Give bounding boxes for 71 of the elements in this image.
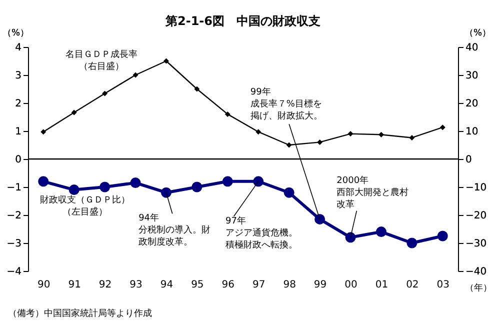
y-tick-label: −2 (6, 210, 22, 222)
annotation: 94年分税制の導入。財政制度改革。 (138, 212, 211, 248)
point (132, 72, 138, 78)
point (130, 178, 141, 188)
x-tick-label: 93 (130, 280, 142, 290)
y-tick-label: 4 (15, 42, 22, 54)
y-tick-label: 2 (15, 98, 22, 110)
x-axis-title: （年） (465, 282, 492, 294)
y2-tick-label: −10 (466, 182, 487, 194)
y-tick-label: −3 (6, 238, 22, 250)
y2-tick-label: 20 (466, 98, 478, 110)
point (286, 142, 292, 148)
point (100, 182, 110, 192)
x-tick-label: 91 (68, 280, 81, 290)
y2-tick-label: −20 (466, 210, 487, 222)
y2-tick-label: −40 (466, 266, 487, 278)
x-tick-label: 94 (160, 280, 174, 290)
point (409, 134, 415, 140)
point (345, 232, 356, 243)
y2-tick-label: 30 (466, 70, 478, 82)
point (222, 176, 233, 187)
x-tick-label: 95 (191, 280, 204, 290)
x-tick-label: 92 (98, 280, 112, 290)
x-tick-label: 01 (375, 280, 388, 290)
point (376, 226, 386, 238)
series-label: 名目ＧＤＰ成長率（右目盛） (66, 48, 138, 72)
point (314, 214, 326, 224)
y2-tick-label: 0 (466, 154, 472, 166)
point (38, 176, 49, 187)
annotation: 2000年西部大開発と農村改革 (336, 174, 409, 210)
y-tick-label: 3 (15, 70, 22, 82)
y-tick-label: 1 (15, 126, 22, 138)
point (224, 111, 230, 117)
x-tick-label: 96 (222, 280, 235, 290)
point (192, 182, 202, 192)
text: （備考）中国国家統計局等より作成 (8, 308, 152, 319)
x-tick-label: 00 (344, 280, 358, 290)
annotation: 99年成長率７%目標を掲げ、財政拡大。 (250, 86, 322, 122)
point (406, 238, 418, 248)
y2-tick-label: −30 (466, 238, 487, 250)
y-axis-title: （%） (2, 28, 30, 38)
y-tick-label: −1 (6, 182, 22, 194)
point (437, 230, 448, 242)
x-tick-label: 90 (37, 280, 50, 290)
series-label: 財政収支（ＧＤＰ比）（左目盛） (40, 194, 130, 218)
x-tick-label: 02 (406, 280, 419, 290)
point (68, 184, 80, 196)
point (378, 132, 384, 138)
x-tick-label: 99 (314, 280, 327, 290)
point (102, 90, 108, 96)
chart-title: 第2-1-6図 中国の財政収支 (164, 14, 321, 28)
point (317, 139, 323, 145)
x-tick-label: 03 (436, 280, 450, 290)
y-tick-label: 0 (15, 154, 22, 166)
point (160, 187, 172, 198)
point (40, 129, 46, 135)
y2-tick-label: 10 (466, 126, 478, 138)
point (253, 176, 264, 187)
point (71, 110, 77, 116)
point (163, 58, 169, 64)
y-tick-label: −4 (6, 266, 22, 278)
x-tick-label: 98 (283, 280, 296, 290)
point (284, 187, 294, 198)
y2-tick-label: 40 (466, 42, 478, 54)
point (440, 124, 446, 130)
y2-axis-title: （%） (464, 28, 492, 38)
point (194, 86, 200, 92)
point (348, 131, 354, 137)
annotation: 97年アジア通貨危機。積極財政へ転換。 (225, 215, 298, 250)
point (256, 129, 262, 135)
x-tick-label: 97 (252, 280, 266, 290)
